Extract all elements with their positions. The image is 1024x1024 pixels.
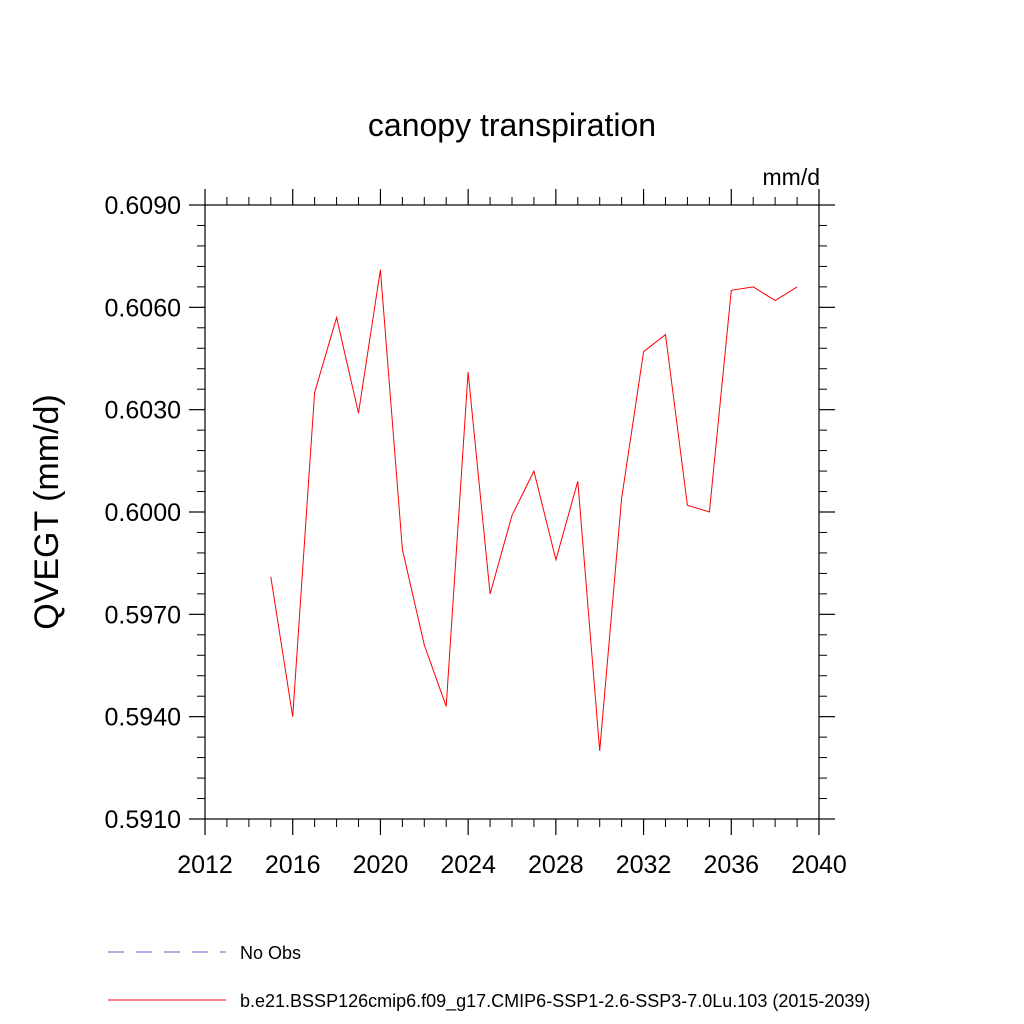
x-tick-label: 2036: [703, 851, 759, 879]
x-tick-label: 2028: [528, 851, 584, 879]
x-tick-label: 2024: [440, 851, 496, 879]
y-tick-label: 0.5970: [105, 601, 181, 629]
series-layer: [270, 269, 798, 751]
tick-labels: 2012 2016 2020 2024 2028 2032 2036 2040 0.5910 0.…: [105, 192, 847, 879]
units-label: mm/d: [763, 164, 821, 190]
axis-ticks: [189, 189, 835, 835]
chart-title: canopy transpiration: [368, 107, 656, 143]
series-line: [270, 269, 798, 751]
x-tick-label: 2032: [616, 851, 672, 879]
x-tick-label: 2020: [353, 851, 409, 879]
y-tick-label: 0.6090: [105, 192, 181, 220]
x-tick-label: 2012: [177, 851, 233, 879]
y-tick-label: 0.6060: [105, 294, 181, 322]
legend: No Obs b.e21.BSSP126cmip6.f09_g17.CMIP6-S…: [108, 943, 870, 1012]
x-tick-label: 2016: [265, 851, 321, 879]
legend-label: b.e21.BSSP126cmip6.f09_g17.CMIP6-SSP1-2.…: [240, 991, 870, 1012]
y-tick-label: 0.6000: [105, 499, 181, 527]
y-tick-label: 0.5940: [105, 704, 181, 732]
y-axis-label: QVEGT (mm/d): [28, 394, 66, 630]
plot-frame: [204, 204, 820, 820]
y-tick-label: 0.6030: [105, 397, 181, 425]
y-tick-label: 0.5910: [105, 806, 181, 834]
x-tick-label: 2040: [791, 851, 847, 879]
legend-label: No Obs: [240, 943, 301, 963]
